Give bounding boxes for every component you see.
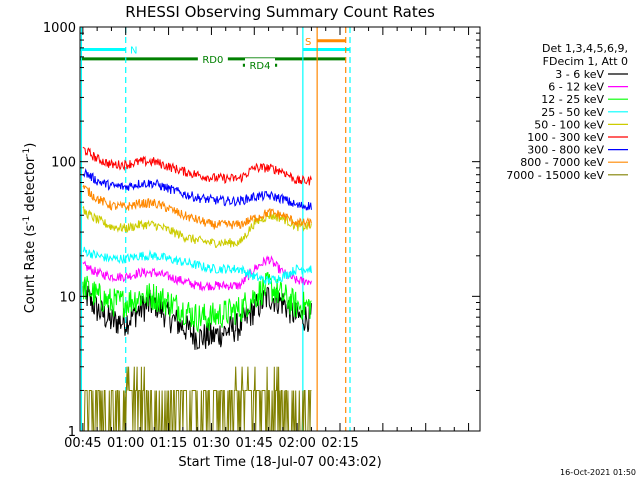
y-axis-label-part2: detector	[23, 156, 38, 216]
x-tick-label: 01:30	[193, 436, 230, 451]
x-tick-label: 01:00	[107, 436, 144, 451]
y-tick-label: 1	[68, 425, 76, 440]
series-line	[82, 167, 312, 211]
series-line	[82, 205, 312, 248]
legend-label: 25 - 50 keV	[541, 106, 604, 119]
plot-frame	[79, 26, 481, 432]
state-bar-label: N	[130, 46, 137, 57]
x-tick-label: 01:45	[236, 436, 273, 451]
legend-label: 12 - 25 keV	[541, 93, 604, 106]
y-axis-label-sup2: -1	[22, 148, 32, 157]
series-line	[82, 278, 312, 351]
legend-label: 100 - 300 keV	[527, 131, 604, 144]
series-line	[82, 246, 312, 285]
state-bar-label-bg	[245, 58, 275, 71]
series-line	[82, 255, 312, 292]
state-bar-label: RD0	[202, 55, 223, 66]
x-tick-label: 02:15	[321, 436, 358, 451]
x-tick-label: 00:45	[64, 436, 101, 451]
axes-layer: 1 10 100 1000 00:45 01:00 01:15 01:30 01:45 02:00…	[43, 21, 481, 451]
footer-timestamp: 16-Oct-2021 01:50	[560, 468, 636, 477]
legend-label: 7000 - 15000 keV	[506, 169, 604, 182]
legend-header-1: Det 1,3,4,5,6,9,	[542, 42, 628, 55]
y-axis-label-part1: Count Rate (s	[23, 225, 38, 314]
series-line	[82, 271, 312, 334]
legend: Det 1,3,4,5,6,9, FDecim 1, Att 0 3 - 6 k…	[506, 42, 628, 182]
legend-label: 50 - 100 keV	[534, 118, 604, 131]
y-tick-label: 1000	[43, 21, 76, 36]
series-line	[82, 184, 312, 230]
legend-label: 3 - 6 keV	[555, 68, 604, 81]
state-bar-label: S	[305, 37, 311, 48]
x-axis-label: Start Time (18-Jul-07 00:43:02)	[178, 455, 381, 470]
state-bar-label-bg	[197, 51, 228, 64]
state-bars-layer: N S RD0 RD4	[80, 37, 350, 72]
series-layer	[82, 146, 312, 432]
x-tick-label: 02:00	[278, 436, 315, 451]
y-tick-label: 100	[51, 156, 76, 171]
legend-label: 300 - 800 keV	[527, 144, 604, 157]
chart-title: RHESSI Observing Summary Count Rates	[125, 3, 435, 21]
legend-label: 6 - 12 keV	[548, 81, 604, 94]
y-axis-label-sup1: -1	[22, 216, 32, 225]
y-axis-label: Count Rate (s-1 detector-1)	[22, 143, 38, 314]
legend-header-2: FDecim 1, Att 0	[543, 55, 628, 68]
series-line	[82, 146, 312, 186]
state-bar-label: RD4	[249, 61, 270, 72]
series-line	[82, 366, 312, 432]
legend-label: 800 - 7000 keV	[520, 156, 604, 169]
x-tick-label: 01:15	[150, 436, 187, 451]
y-axis-label-part3: )	[23, 143, 38, 148]
y-tick-label: 10	[59, 290, 76, 305]
